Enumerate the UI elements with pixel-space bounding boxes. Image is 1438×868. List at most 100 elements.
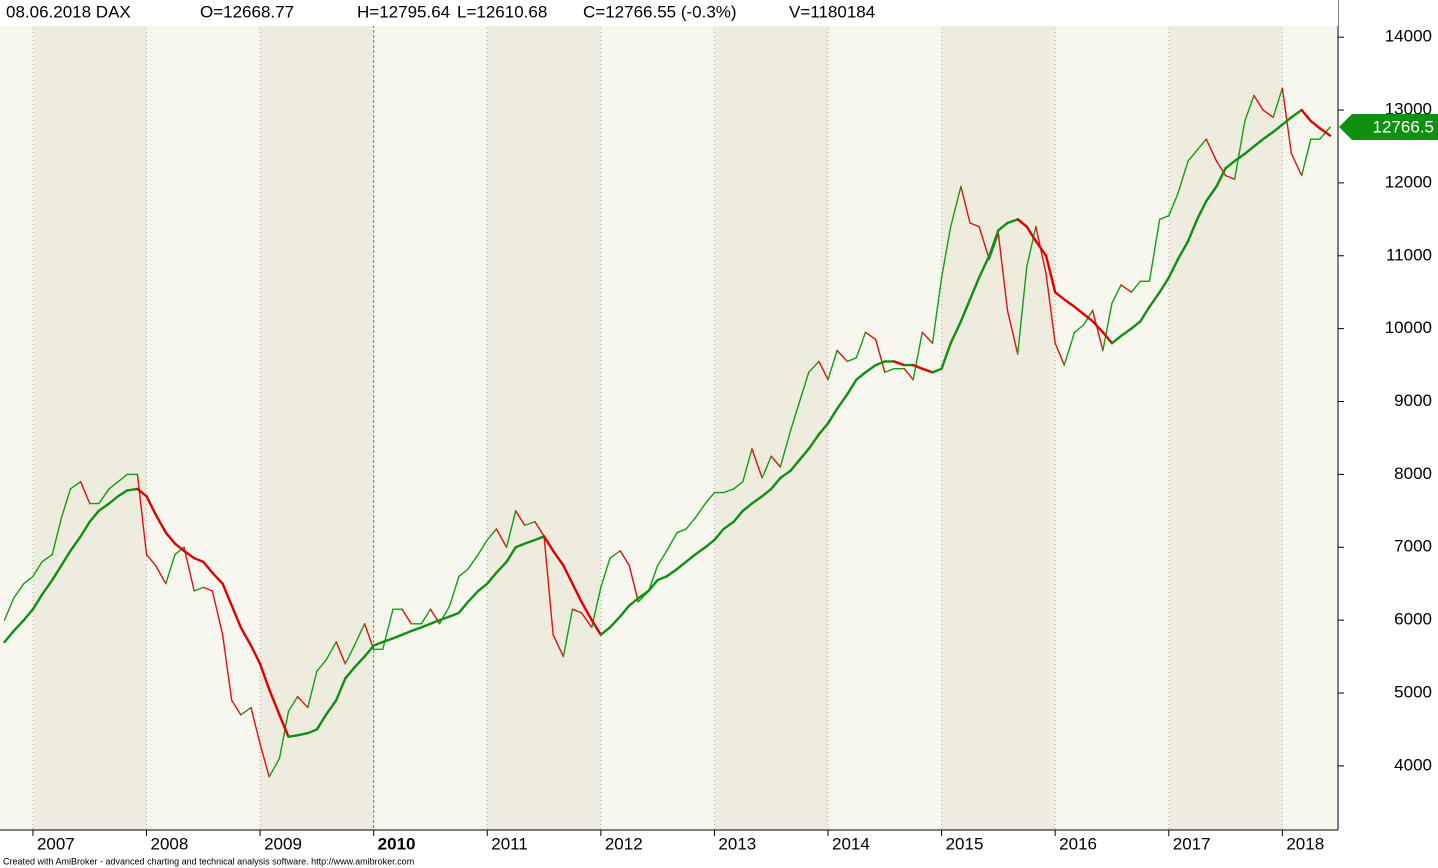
year-band — [0, 0, 33, 830]
price-segment — [1290, 153, 1303, 177]
price-segment — [60, 488, 72, 519]
ma-segment — [798, 447, 810, 462]
price-segment — [1262, 109, 1274, 119]
ma-segment — [193, 556, 205, 564]
price-segment — [543, 535, 554, 636]
ma-segment — [60, 549, 72, 567]
price-segment — [449, 575, 460, 607]
last-value-marker — [1339, 114, 1438, 141]
ma-segment — [637, 589, 650, 600]
price-segment — [278, 710, 290, 760]
x-tick-label: 2018 — [1286, 834, 1324, 853]
price-segment — [552, 634, 565, 658]
ma-segment — [1082, 312, 1094, 323]
x-tick-label: 2014 — [832, 834, 870, 853]
price-segment — [1006, 309, 1019, 355]
ma-segment — [732, 509, 745, 523]
price-segment — [307, 670, 318, 709]
ma-segment — [267, 688, 281, 717]
ma-segment — [173, 542, 186, 553]
ma-segment — [116, 489, 129, 498]
ma-segment — [628, 597, 640, 607]
price-segment — [770, 455, 782, 468]
ma-segment — [400, 629, 413, 636]
ma-segment — [495, 560, 508, 574]
ma-segment — [3, 629, 15, 644]
price-segment — [884, 368, 895, 374]
ma-segment — [1224, 159, 1236, 170]
ma-segment — [997, 221, 1009, 232]
price-segment — [268, 757, 281, 778]
price-segment — [1168, 193, 1179, 217]
ma-segment — [230, 604, 242, 629]
price-segment — [1233, 120, 1246, 180]
ma-segment — [874, 360, 887, 367]
price-segment — [316, 659, 327, 672]
price-segment — [647, 564, 659, 592]
ma-segment — [315, 713, 328, 731]
price-segment — [401, 608, 412, 625]
ma-segment — [1101, 331, 1114, 345]
price-segment — [818, 360, 829, 381]
ma-segment — [1261, 130, 1275, 141]
price-segment — [1177, 160, 1189, 195]
y-tick-label: 10000 — [1385, 318, 1432, 337]
price-segment — [997, 233, 1009, 312]
ma-segment — [1053, 291, 1066, 301]
ma-segment — [154, 513, 168, 534]
ma-segment — [1091, 320, 1105, 334]
ma-segment — [789, 458, 801, 472]
price-segment — [495, 528, 508, 548]
year-band — [373, 0, 488, 830]
y-tick-label: 11000 — [1386, 245, 1432, 264]
y-tick-label: 5000 — [1394, 682, 1432, 701]
price-segment — [742, 448, 753, 483]
ma-segment — [409, 626, 423, 633]
ma-segment — [1233, 152, 1247, 163]
x-tick-label: 2010 — [378, 834, 416, 853]
ma-segment — [1110, 334, 1123, 345]
price-segment — [23, 575, 34, 585]
price-segment — [666, 531, 678, 552]
price-segment — [344, 644, 356, 665]
price-segment — [12, 582, 25, 599]
ma-segment — [846, 378, 858, 396]
ma-segment — [713, 527, 725, 542]
ma-segment — [420, 622, 432, 629]
price-segment — [676, 528, 687, 534]
ma-segment — [968, 276, 981, 301]
ma-segment — [136, 487, 148, 498]
ma-segment — [164, 531, 177, 545]
ma-segment — [22, 608, 35, 622]
price-segment — [827, 349, 838, 381]
price-segment — [1253, 94, 1264, 111]
x-tick-label: 2013 — [718, 834, 756, 853]
ma-segment — [590, 618, 603, 636]
ma-segment — [693, 546, 707, 556]
ma-segment — [211, 571, 224, 585]
price-segment — [628, 564, 640, 603]
y-tick-label: 6000 — [1394, 610, 1432, 629]
ma-segment — [864, 363, 877, 374]
price-segment — [145, 553, 157, 567]
ma-segment — [1290, 108, 1303, 119]
price-segment — [875, 338, 886, 374]
price-segment — [183, 546, 195, 592]
ma-segment — [258, 662, 271, 691]
price-segment — [3, 597, 15, 621]
ma-segment — [1176, 240, 1190, 261]
background — [0, 0, 1338, 830]
price-segment — [988, 233, 1000, 261]
price-segment — [694, 502, 707, 519]
price-segment — [154, 564, 167, 585]
price-segment — [864, 331, 877, 341]
price-segment — [798, 371, 810, 403]
price-segment — [855, 331, 867, 359]
ma-segment — [391, 633, 404, 640]
ma-segment — [760, 487, 773, 498]
price-segment — [912, 331, 923, 381]
x-tick-label: 2008 — [151, 834, 189, 853]
price-segment — [1148, 218, 1161, 282]
ma-segment — [51, 564, 63, 582]
